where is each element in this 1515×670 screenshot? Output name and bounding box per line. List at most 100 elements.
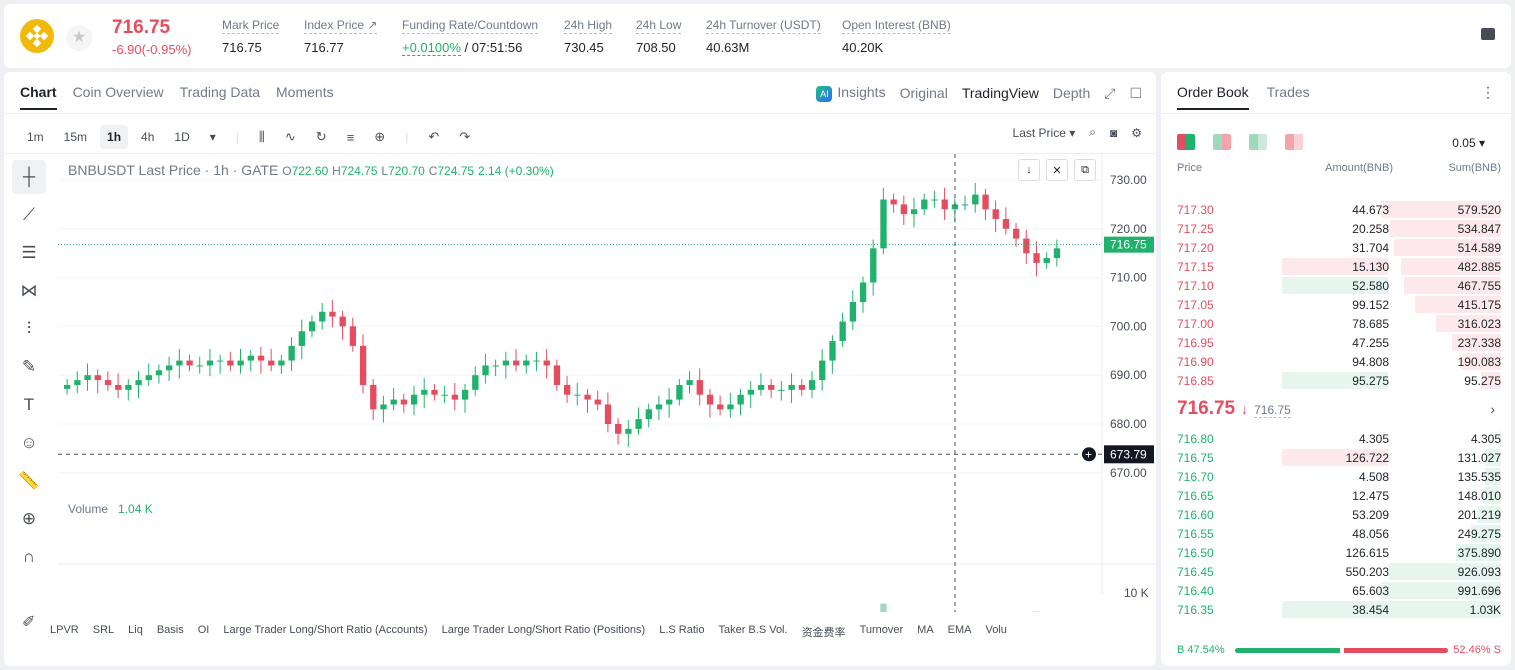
orderbook-row[interactable]: 716.85 95.275 95.275 (1171, 371, 1501, 390)
interval-15m[interactable]: 15m (63, 130, 88, 144)
candlestick-chart[interactable]: 730.00 720.00 710.00 700.00 690.00 680.00 670.… (58, 154, 1156, 612)
interval-4h[interactable]: 4h (141, 130, 155, 144)
interval-1d[interactable]: 1D (174, 130, 190, 144)
orderbook-row[interactable]: 716.55 48.056 249.275 (1171, 524, 1501, 543)
orderbook-row[interactable]: 717.05 99.152 415.175 (1171, 295, 1501, 314)
book-icon[interactable] (1481, 28, 1495, 40)
orderbook-row[interactable]: 717.00 78.685 316.023 (1171, 314, 1501, 333)
interval-1h[interactable]: 1h (100, 125, 129, 149)
orderbook-row[interactable]: 716.75 126.722 131.027 (1171, 448, 1501, 467)
both-view-icon[interactable] (1177, 134, 1195, 150)
indicator-item[interactable]: LPVR (50, 624, 79, 636)
candle-body (594, 399, 601, 405)
candle-type-icon[interactable]: ⫼ (258, 129, 265, 144)
magnet-icon[interactable]: ∩ (22, 547, 36, 566)
fib-icon[interactable]: ☰ (21, 243, 37, 262)
brush-icon[interactable]: ✎ (21, 357, 37, 376)
undo-icon[interactable]: ↶ (428, 129, 440, 144)
indicator-item[interactable]: Large Trader Long/Short Ratio (Accounts) (223, 624, 428, 636)
tab-insights[interactable]: AI Insights (816, 84, 886, 102)
ruler-icon[interactable]: 📏 (18, 471, 40, 490)
redo-icon[interactable]: ↷ (459, 129, 471, 144)
orderbook-row[interactable]: 717.30 44.673 579.520 (1171, 200, 1501, 219)
indicators-icon[interactable]: ∿ (284, 129, 296, 144)
stat-24h-turnover[interactable]: 24h Turnover (USDT) 40.63M (706, 18, 821, 55)
zoom-in-icon[interactable]: ⊕ (21, 509, 37, 528)
row-sum: 926.093 (1457, 565, 1501, 579)
window-icon[interactable]: ☐ (1129, 84, 1142, 101)
replay-icon[interactable]: ↻ (315, 129, 327, 144)
scroll-down-icon[interactable]: ↓ (1018, 159, 1040, 181)
indicator-item[interactable]: Liq (128, 624, 143, 636)
orderbook-row[interactable]: 717.20 31.704 514.589 (1171, 238, 1501, 257)
depth-bar (1484, 468, 1501, 485)
indicator-item[interactable]: MA (917, 624, 934, 636)
chevron-right-icon[interactable]: › (1490, 401, 1495, 417)
add-indicator-icon[interactable]: ⊕ (374, 129, 386, 144)
tab-tradingview[interactable]: TradingView (961, 85, 1039, 101)
orderbook-row[interactable]: 717.25 20.258 534.847 (1171, 219, 1501, 238)
orderbook-row[interactable]: 716.95 47.255 237.338 (1171, 333, 1501, 352)
candle-body (217, 360, 224, 362)
indicator-item[interactable]: Turnover (859, 624, 904, 636)
orderbook-row[interactable]: 716.45 550.203 926.093 (1171, 562, 1501, 581)
camera-icon[interactable]: ◙ (1109, 125, 1118, 140)
interval-dropdown-icon[interactable]: ▾ (209, 130, 216, 144)
candle-body (492, 365, 499, 367)
crosshair-icon[interactable]: ┼ (12, 160, 46, 194)
projection-icon[interactable]: ⫶ (26, 319, 32, 338)
price-type-select[interactable]: Last Price ▾ (1012, 125, 1076, 140)
tab-chart[interactable]: Chart (20, 84, 57, 110)
favorite-star-icon[interactable]: ★ (66, 25, 92, 51)
stat-mark-price[interactable]: Mark Price 716.75 (222, 18, 280, 55)
stat-open-interest[interactable]: Open Interest (BNB) 40.20K (842, 18, 951, 55)
emoji-icon[interactable]: ☺ (20, 433, 38, 452)
orderbook-row[interactable]: 716.60 53.209 201.219 (1171, 505, 1501, 524)
orderbook-row[interactable]: 716.65 12.475 148.010 (1171, 486, 1501, 505)
indicator-item[interactable]: OI (197, 624, 210, 636)
lock-drawing-icon[interactable]: ✐ (22, 614, 36, 631)
stat-index-price[interactable]: Index Price ↗ 716.77 (304, 18, 378, 55)
indicator-item[interactable]: L.S Ratio (659, 624, 705, 636)
indicator-item[interactable]: EMA (947, 624, 972, 636)
more-icon[interactable]: ⋮ (1481, 84, 1495, 100)
bids-view-icon[interactable] (1249, 134, 1267, 150)
orderbook-row[interactable]: 716.50 126.615 375.890 (1171, 543, 1501, 562)
orderbook-row[interactable]: 717.10 52.580 467.755 (1171, 276, 1501, 295)
tab-depth[interactable]: Depth (1052, 85, 1091, 101)
indicator-item[interactable]: Basis (156, 624, 184, 636)
tab-trading-data[interactable]: Trading Data (179, 84, 261, 100)
collapse-icon[interactable]: ✕ (1046, 159, 1068, 181)
asks-view-icon[interactable] (1285, 134, 1303, 150)
search-icon[interactable]: ⌕ (1089, 125, 1096, 139)
tab-original[interactable]: Original (899, 85, 948, 101)
orderbook-row[interactable]: 716.70 4.508 135.535 (1171, 467, 1501, 486)
text-icon[interactable]: T (23, 395, 35, 414)
expand-icon[interactable]: ⤢ (1104, 84, 1116, 101)
orderbook-row[interactable]: 716.35 38.454 1.03K (1171, 600, 1501, 619)
trendline-icon[interactable]: ⟋ (23, 205, 35, 224)
pattern-icon[interactable]: ⋈ (20, 281, 38, 300)
orderbook-row[interactable]: 716.90 94.808 190.083 (1171, 352, 1501, 371)
orderbook-row[interactable]: 716.80 4.305 4.305 (1171, 429, 1501, 448)
tab-coin-overview[interactable]: Coin Overview (72, 84, 164, 100)
tick-size-select[interactable]: 0.05 ▾ (1452, 136, 1485, 150)
orderbook-row[interactable]: 717.15 15.130 482.885 (1171, 257, 1501, 276)
tab-order-book[interactable]: Order Book (1177, 84, 1249, 110)
maximize-icon[interactable]: ⧉ (1074, 159, 1096, 181)
tab-trades[interactable]: Trades (1266, 84, 1310, 100)
indicator-item[interactable]: 资金费率 (801, 627, 846, 639)
candle-body (288, 345, 295, 361)
indicator-item[interactable]: Taker B.S Vol. (718, 624, 788, 636)
templates-icon[interactable]: ≡ (346, 129, 355, 145)
indicator-item[interactable]: SRL (92, 624, 115, 636)
orderbook-row[interactable]: 716.40 65.603 991.696 (1171, 581, 1501, 600)
tab-moments[interactable]: Moments (276, 84, 334, 100)
split-view-icon[interactable] (1213, 134, 1231, 150)
interval-1m[interactable]: 1m (27, 130, 44, 144)
gear-icon[interactable]: ⚙ (1131, 125, 1142, 140)
indicator-item[interactable]: Volu (985, 624, 1007, 636)
indicator-item[interactable]: Large Trader Long/Short Ratio (Positions… (441, 624, 646, 636)
stat-funding-rate[interactable]: Funding Rate/Countdown +0.0100% / 07:51:… (402, 18, 539, 56)
legend-change: 2.14 (+0.30%) (477, 164, 554, 178)
